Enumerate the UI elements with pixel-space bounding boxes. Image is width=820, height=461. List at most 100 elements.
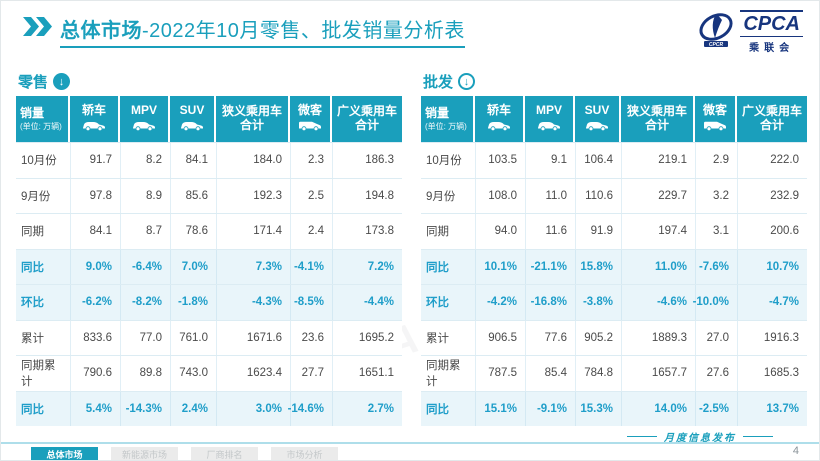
cell-value: 3.2 bbox=[695, 178, 737, 213]
cell-value: 2.3 bbox=[290, 143, 332, 178]
row-label: 同比 bbox=[21, 261, 44, 274]
cell-value: -7.6% bbox=[695, 249, 737, 284]
cell-value: 5.4% bbox=[70, 391, 120, 426]
cell-value: 905.2 bbox=[575, 320, 621, 355]
cpca-logo: CPCR CPCA 乘联会 bbox=[696, 8, 803, 55]
table-row-同期累计: 同期累计 790.6 89.8 743.0 1623.4 27.7 1651.1 bbox=[16, 355, 402, 391]
page-header: 总体市场-2022年10月零售、批发销量分析表 bbox=[23, 14, 465, 48]
cell-value: 2.4% bbox=[170, 391, 216, 426]
row-label: 同期累计 bbox=[426, 360, 461, 389]
cpca-logo-subtext: 乘联会 bbox=[749, 42, 795, 54]
column-header-narrow-pv-total: 狭义乘用车 合计 bbox=[216, 96, 290, 142]
cell-value: 85.4 bbox=[525, 356, 575, 391]
cell-value: 108.0 bbox=[475, 178, 525, 213]
cell-value: 27.6 bbox=[695, 356, 737, 391]
table-row-同期: 同期 94.0 11.6 91.9 197.4 3.1 200.6 bbox=[421, 213, 807, 249]
cell-value: -14.6% bbox=[288, 391, 332, 426]
cell-value: 77.6 bbox=[525, 320, 575, 355]
column-header-suv: SUV bbox=[575, 96, 621, 142]
cell-value: 197.4 bbox=[621, 214, 695, 249]
cell-value: 194.8 bbox=[332, 178, 402, 213]
cell-value: -2.5% bbox=[695, 391, 737, 426]
cell-value: 91.9 bbox=[575, 214, 621, 249]
cell-value: -8.2% bbox=[120, 285, 170, 320]
cell-value: 11.0% bbox=[621, 249, 695, 284]
column-header-narrow-pv-total: 狭义乘用车 合计 bbox=[621, 96, 695, 142]
svg-text:CPCR: CPCR bbox=[709, 42, 724, 48]
cell-value: -4.1% bbox=[290, 249, 332, 284]
row-label: 10月份 bbox=[21, 155, 57, 168]
cell-value: -4.6% bbox=[621, 285, 695, 320]
cell-value: 14.0% bbox=[621, 391, 695, 426]
row-label: 同比 bbox=[426, 403, 449, 416]
cell-value: 1657.7 bbox=[621, 356, 695, 391]
nav-tab-厂商排名[interactable]: 厂商排名 bbox=[191, 447, 258, 460]
wholesale-table: 销量 (单位: 万辆) 轿车 MPV SUV 狭义乘用车 合计 微客 广义乘用车 合计 10月份 1… bbox=[421, 96, 807, 426]
row-label: 10月份 bbox=[426, 155, 462, 168]
cell-value: 27.7 bbox=[290, 356, 332, 391]
cell-value: 2.5 bbox=[290, 178, 332, 213]
cell-value: 200.6 bbox=[737, 214, 807, 249]
nav-tab-市场分析[interactable]: 市场分析 bbox=[271, 447, 338, 460]
cell-value: 906.5 bbox=[475, 320, 525, 355]
cell-value: 23.6 bbox=[290, 320, 332, 355]
cell-value: 27.0 bbox=[695, 320, 737, 355]
cell-value: 171.4 bbox=[216, 214, 290, 249]
cell-value: 10.7% bbox=[737, 249, 807, 284]
cell-value: 1889.3 bbox=[621, 320, 695, 355]
nav-tab-新能源市场[interactable]: 新能源市场 bbox=[111, 447, 178, 460]
cell-value: 9.1 bbox=[525, 143, 575, 178]
cell-value: -4.7% bbox=[737, 285, 807, 320]
column-header-mpv: MPV bbox=[120, 96, 170, 142]
cell-value: 1671.6 bbox=[216, 320, 290, 355]
note-dash-left bbox=[627, 436, 657, 437]
cell-value: 9.0% bbox=[70, 249, 120, 284]
cell-value: 11.6 bbox=[525, 214, 575, 249]
van-icon bbox=[297, 118, 323, 135]
cell-value: 2.7% bbox=[332, 391, 402, 426]
cell-value: 790.6 bbox=[70, 356, 120, 391]
cell-value: -4.4% bbox=[332, 285, 402, 320]
cell-value: 7.3% bbox=[216, 249, 290, 284]
cell-value: 1651.1 bbox=[332, 356, 402, 391]
car-icon bbox=[131, 118, 157, 135]
cell-value: -4.3% bbox=[216, 285, 290, 320]
cell-value: 94.0 bbox=[475, 214, 525, 249]
cell-value: 743.0 bbox=[170, 356, 216, 391]
cell-value: 1623.4 bbox=[216, 356, 290, 391]
cell-value: 1685.3 bbox=[737, 356, 807, 391]
car-icon bbox=[584, 118, 610, 135]
cell-value: -21.1% bbox=[525, 249, 575, 284]
column-header-sales: 销量 (单位: 万辆) bbox=[421, 96, 475, 142]
retail-section-title: 零售 bbox=[18, 74, 49, 91]
table-row-同比: 同比 9.0% -6.4% 7.0% 7.3% -4.1% 7.2% bbox=[16, 248, 402, 284]
column-header-microvan: 微客 bbox=[290, 96, 332, 142]
cell-value: 1916.3 bbox=[737, 320, 807, 355]
cell-value: 2.9 bbox=[695, 143, 737, 178]
page-title: 总体市场-2022年10月零售、批发销量分析表 bbox=[60, 14, 465, 48]
row-label: 同期 bbox=[21, 226, 44, 239]
column-header-suv: SUV bbox=[170, 96, 216, 142]
nav-tab-总体市场[interactable]: 总体市场 bbox=[31, 447, 98, 460]
cell-value: -4.2% bbox=[475, 285, 525, 320]
cell-value: 186.3 bbox=[332, 143, 402, 178]
cell-value: 15.1% bbox=[475, 391, 525, 426]
cell-value: 219.1 bbox=[621, 143, 695, 178]
cell-value: 84.1 bbox=[70, 214, 120, 249]
car-icon bbox=[81, 118, 107, 135]
column-header-broad-pv-total: 广义乘用车 合计 bbox=[332, 96, 402, 142]
car-icon bbox=[486, 118, 512, 135]
cell-value: 106.4 bbox=[575, 143, 621, 178]
row-label: 同期累计 bbox=[21, 360, 56, 389]
cell-value: 15.3% bbox=[575, 391, 621, 426]
cell-value: 1695.2 bbox=[332, 320, 402, 355]
table-row-环比: 环比 -4.2% -16.8% -3.8% -4.6% -10.0% -4.7% bbox=[421, 284, 807, 320]
note-dash-right bbox=[743, 436, 773, 437]
column-header-broad-pv-total: 广义乘用车 合计 bbox=[737, 96, 807, 142]
cell-value: 10.1% bbox=[475, 249, 525, 284]
column-header-sedan: 轿车 bbox=[475, 96, 525, 142]
cell-value: 3.1 bbox=[695, 214, 737, 249]
cell-value: 2.4 bbox=[290, 214, 332, 249]
cell-value: 13.7% bbox=[737, 391, 807, 426]
